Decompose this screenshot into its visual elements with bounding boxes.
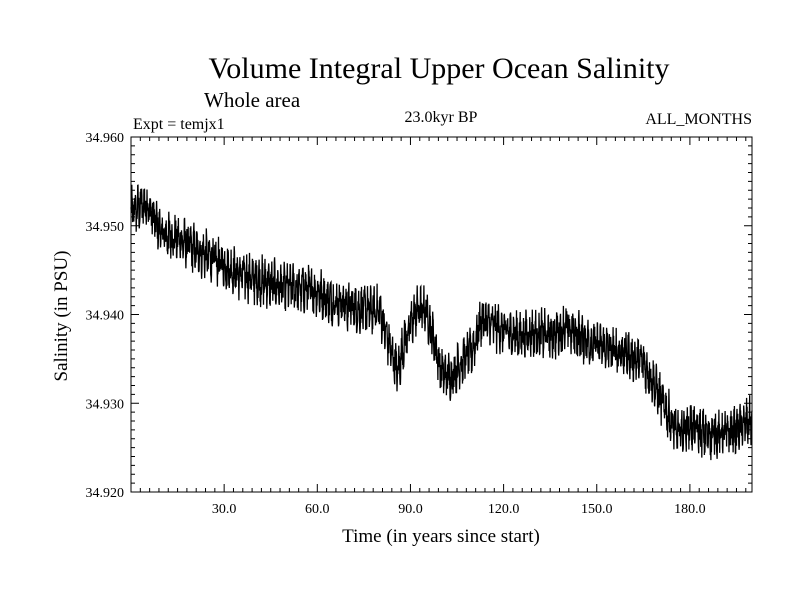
x-tick-label: 90.0 [398, 502, 423, 517]
y-tick-label: 34.950 [86, 220, 125, 235]
period-label: 23.0kyr BP [405, 109, 478, 126]
x-tick-label: 30.0 [212, 502, 237, 517]
x-tick-label: 120.0 [488, 502, 520, 517]
y-axis-label: Salinity (in PSU) [51, 251, 72, 382]
y-tick-label: 34.960 [86, 131, 125, 146]
y-tick-label: 34.920 [86, 486, 125, 501]
chart-subtitle: Whole area [204, 88, 301, 112]
expt-label: Expt = temjx1 [133, 116, 225, 133]
chart-title: Volume Integral Upper Ocean Salinity [209, 52, 670, 85]
x-tick-label: 180.0 [674, 502, 706, 517]
x-axis-label: Time (in years since start) [342, 526, 540, 547]
salinity-series-line [130, 184, 753, 461]
plot-frame [130, 136, 753, 493]
x-tick-label: 150.0 [581, 502, 613, 517]
y-tick-label: 34.940 [86, 309, 125, 324]
y-tick-label: 34.930 [86, 397, 125, 412]
axis-tick-labels: 30.0 60.0 90.0 120.0 150.0 180.0 34.920 34.930 3… [86, 131, 706, 517]
x-tick-label: 60.0 [305, 502, 330, 517]
months-label: ALL_MONTHS [645, 111, 752, 128]
axis-ticks [131, 136, 752, 493]
